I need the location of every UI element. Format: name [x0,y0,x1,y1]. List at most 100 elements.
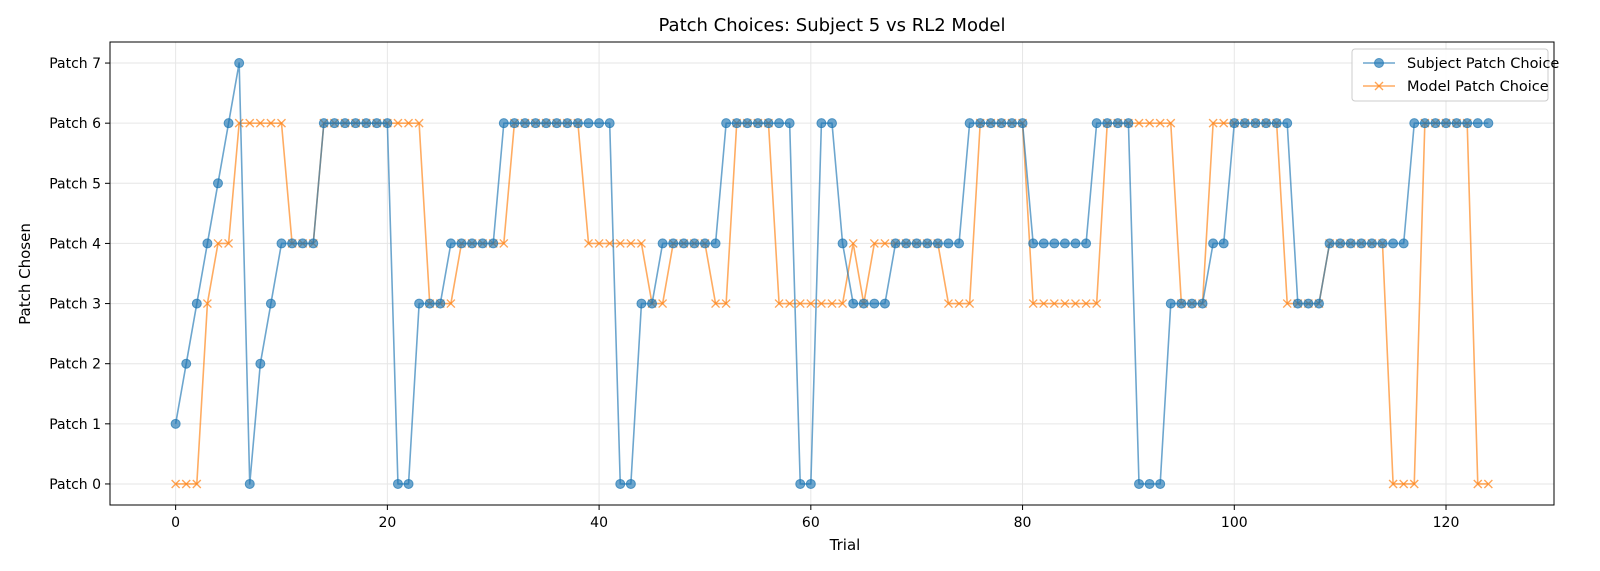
data-point [1102,118,1113,129]
data-point [1070,238,1081,249]
data-point [562,118,573,129]
data-point [594,118,605,129]
data-point [191,298,202,309]
legend-label: Model Patch Choice [1407,79,1549,95]
series-subject [170,58,1494,489]
data-point [689,238,700,249]
data-point [1313,298,1324,309]
plot-frame [109,41,1555,506]
data-point [1377,238,1388,249]
data-point [1399,479,1409,489]
data-point [255,358,266,369]
series-layer [170,58,1494,489]
data-point [880,238,890,248]
data-point [297,238,308,249]
legend-box [1351,48,1549,102]
data-point [711,299,721,309]
y-axis-ticks: Patch 0 Patch 1 Patch 2 Patch 3 Patch 4 Patch… [49,56,110,493]
data-point [181,479,191,489]
data-point [1366,238,1377,249]
data-point [1155,118,1165,128]
data-point [287,238,298,249]
data-point [869,238,879,248]
data-point [827,118,837,129]
data-point [308,238,319,249]
data-point [1292,298,1303,309]
data-point [594,238,604,248]
legend-label: Subject Patch Choice [1407,56,1559,72]
data-point [763,118,774,129]
data-point [318,118,329,129]
data-point [710,238,721,249]
y-tick-label: Patch 5 [49,176,101,192]
data-point [1144,478,1155,489]
data-point [435,298,446,309]
data-point [414,298,425,309]
x-tick-label: 120 [1433,515,1460,531]
data-point [456,238,467,249]
data-point [1208,118,1218,128]
data-point [964,118,975,129]
data-point [329,118,340,129]
data-point [404,118,414,128]
data-point [1462,118,1473,129]
data-point [234,58,245,69]
data-point [1059,238,1070,249]
data-point [519,118,530,129]
legend: Subject Patch Choice Model Patch Choice [1351,48,1559,102]
data-point [202,238,213,249]
data-point [1229,118,1240,129]
data-point [371,118,382,129]
data-point [657,238,668,249]
data-point [1028,299,1038,309]
data-point [699,238,710,249]
data-point [1419,118,1430,129]
y-tick-label: Patch 1 [49,417,101,433]
data-point [1483,118,1494,129]
data-point [424,298,435,309]
y-tick-label: Patch 2 [49,357,101,373]
data-point [731,118,742,129]
data-point [816,118,827,129]
x-tick-label: 40 [590,515,608,531]
data-point [403,478,414,489]
data-point [1409,118,1420,129]
data-point [245,118,255,128]
x-tick-label: 80 [1014,515,1032,531]
y-tick-label: Patch 3 [49,297,101,313]
data-point [224,238,234,248]
data-point [625,478,636,489]
data-point [1472,118,1483,129]
data-point [604,118,615,129]
data-point [392,478,403,489]
data-point [583,118,594,129]
data-point [1049,238,1060,249]
data-point [1039,299,1049,309]
data-point [985,118,996,129]
x-tick-label: 60 [802,515,820,531]
data-point [223,118,234,129]
data-point [954,238,965,249]
data-point [795,478,806,489]
data-point [837,238,848,249]
data-point [890,238,901,249]
data-point [1409,479,1419,489]
data-point [1166,118,1176,128]
data-point [1197,298,1208,309]
data-point [499,238,509,248]
data-point [806,299,816,309]
data-point [1388,238,1399,249]
data-point [668,238,679,249]
data-point [541,118,552,129]
data-point [1060,299,1070,309]
legend-marker [1374,81,1384,91]
data-point [1134,118,1144,128]
data-point [721,299,731,309]
data-point [943,299,953,309]
data-point [255,118,265,128]
data-point [382,118,393,129]
data-point [784,118,795,129]
y-tick-label: Patch 0 [49,477,101,493]
data-point [1335,238,1346,249]
data-point [340,118,351,129]
